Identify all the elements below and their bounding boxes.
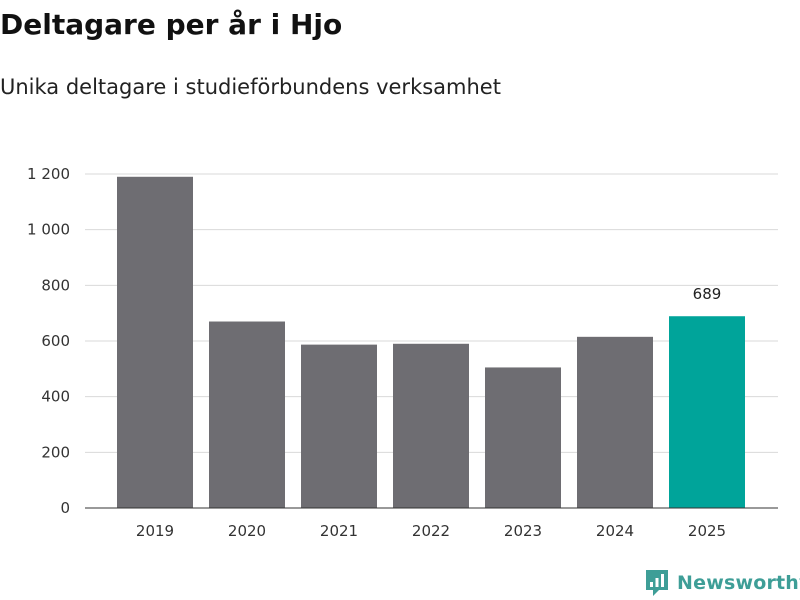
bar	[485, 367, 561, 508]
brand-logo: Newsworthy	[644, 568, 800, 598]
x-tick-label: 2020	[228, 522, 266, 540]
y-tick-label: 0	[60, 499, 70, 517]
y-tick-label: 800	[41, 276, 70, 294]
x-tick-label: 2023	[504, 522, 542, 540]
bar	[669, 316, 745, 508]
bar	[117, 176, 193, 509]
bar	[209, 321, 285, 508]
chart-subtitle: Unika deltagare i studieförbundens verks…	[0, 75, 501, 99]
y-tick-label: 400	[41, 388, 70, 406]
bar	[301, 344, 377, 508]
x-tick-label: 2019	[136, 522, 174, 540]
x-tick-label: 2021	[320, 522, 358, 540]
newsworthy-logo-icon	[646, 570, 668, 596]
brand-name: Newsworthy	[677, 572, 800, 594]
x-tick-label: 2025	[688, 522, 726, 540]
x-tick-label: 2022	[412, 522, 450, 540]
y-tick-label: 200	[41, 443, 70, 461]
chart-title: Deltagare per år i Hjo	[0, 8, 343, 41]
bar	[393, 343, 469, 508]
y-tick-label: 600	[41, 332, 70, 350]
x-tick-label: 2024	[596, 522, 634, 540]
bar	[577, 336, 653, 508]
data-label: 689	[693, 285, 722, 303]
y-tick-label: 1 200	[27, 165, 70, 183]
y-tick-label: 1 000	[27, 221, 70, 239]
